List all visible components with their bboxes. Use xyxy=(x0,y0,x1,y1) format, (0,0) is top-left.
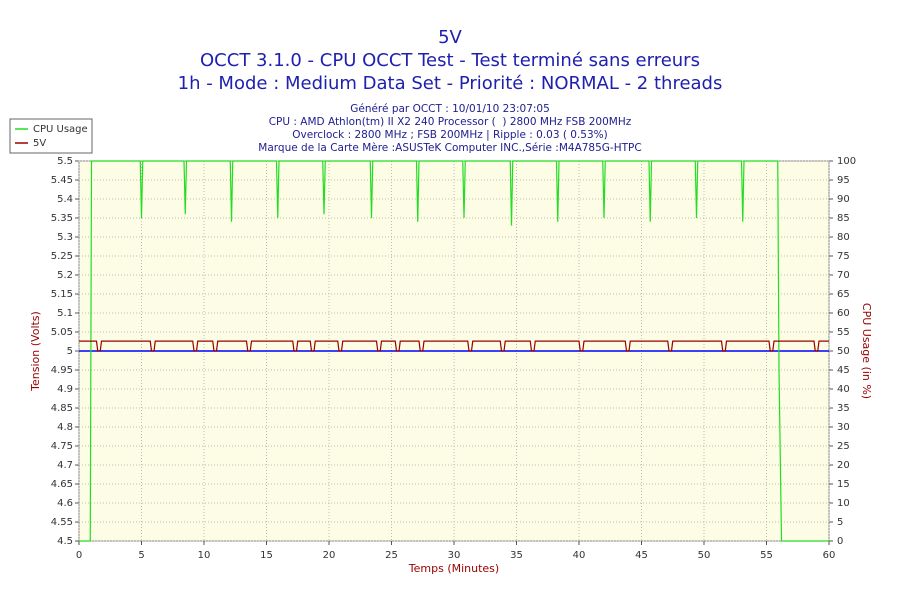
y2-tick-label: 0 xyxy=(837,536,843,547)
x-tick-label: 35 xyxy=(510,550,523,561)
x-tick-label: 30 xyxy=(448,550,461,561)
x-tick-label: 5 xyxy=(138,550,144,561)
y-tick-label: 4.7 xyxy=(57,460,73,471)
info-line: Overclock : 2800 MHz ; FSB 200MHz | Ripp… xyxy=(292,129,607,141)
x-tick-label: 15 xyxy=(260,550,273,561)
y2-tick-label: 75 xyxy=(837,251,850,262)
x-axis-label: Temps (Minutes) xyxy=(408,562,499,575)
y2-axis-label: CPU Usage (in %) xyxy=(860,303,873,399)
y-tick-label: 5.4 xyxy=(57,194,73,205)
y2-tick-label: 65 xyxy=(837,289,850,300)
y-tick-label: 4.85 xyxy=(51,403,73,414)
x-tick-label: 50 xyxy=(698,550,711,561)
x-tick-label: 10 xyxy=(198,550,211,561)
legend-label: 5V xyxy=(33,138,46,149)
legend-label: CPU Usage xyxy=(33,124,88,135)
y-tick-label: 4.8 xyxy=(57,422,73,433)
y-tick-label: 5.2 xyxy=(57,270,73,281)
y2-tick-label: 50 xyxy=(837,346,850,357)
x-tick-label: 20 xyxy=(323,550,336,561)
y2-tick-label: 40 xyxy=(837,384,850,395)
y-tick-label: 4.6 xyxy=(57,498,73,509)
legend xyxy=(9,118,93,154)
y-tick-label: 4.55 xyxy=(51,517,73,528)
y-tick-label: 5.15 xyxy=(51,289,73,300)
y-tick-label: 5.05 xyxy=(51,327,73,338)
chart-title: 5V xyxy=(438,27,462,48)
y-tick-label: 5 xyxy=(67,346,73,357)
y-tick-label: 5.5 xyxy=(57,156,73,167)
y2-tick-label: 10 xyxy=(837,498,850,509)
info-line: CPU : AMD Athlon(tm) II X2 240 Processor… xyxy=(269,116,632,128)
y2-tick-label: 30 xyxy=(837,422,850,433)
x-tick-label: 45 xyxy=(635,550,648,561)
y2-tick-label: 35 xyxy=(837,403,850,414)
x-tick-label: 55 xyxy=(760,550,773,561)
y2-tick-label: 80 xyxy=(837,232,850,243)
info-line: Généré par OCCT : 10/01/10 23:07:05 xyxy=(350,103,550,115)
y2-tick-label: 20 xyxy=(837,460,850,471)
y-tick-label: 5.45 xyxy=(51,175,73,186)
y-tick-label: 5.25 xyxy=(51,251,73,262)
y2-tick-label: 100 xyxy=(837,156,856,167)
y-tick-label: 4.5 xyxy=(57,536,73,547)
y-tick-label: 4.65 xyxy=(51,479,73,490)
y-tick-label: 5.1 xyxy=(57,308,73,319)
x-tick-label: 60 xyxy=(823,550,836,561)
y-tick-label: 4.75 xyxy=(51,441,73,452)
y-tick-label: 4.9 xyxy=(57,384,73,395)
y2-tick-label: 45 xyxy=(837,365,850,376)
y2-tick-label: 25 xyxy=(837,441,850,452)
info-line: Marque de la Carte Mère :ASUSTeK Compute… xyxy=(258,142,641,154)
x-tick-label: 0 xyxy=(76,550,82,561)
y2-tick-label: 70 xyxy=(837,270,850,281)
y2-tick-label: 95 xyxy=(837,175,850,186)
y-tick-label: 4.95 xyxy=(51,365,73,376)
x-tick-label: 25 xyxy=(385,550,398,561)
chart-subtitle: 1h - Mode : Medium Data Set - Priorité :… xyxy=(178,73,723,94)
series-line xyxy=(79,340,829,352)
y2-tick-label: 60 xyxy=(837,308,850,319)
series-line xyxy=(79,160,829,542)
y-axis-label: Tension (Volts) xyxy=(29,311,42,392)
y2-tick-label: 15 xyxy=(837,479,850,490)
y2-tick-label: 90 xyxy=(837,194,850,205)
chart-subtitle: OCCT 3.1.0 - CPU OCCT Test - Test termin… xyxy=(200,50,700,71)
x-tick-label: 40 xyxy=(573,550,586,561)
y-tick-label: 5.3 xyxy=(57,232,73,243)
y-tick-label: 5.35 xyxy=(51,213,73,224)
y2-tick-label: 55 xyxy=(837,327,850,338)
y2-tick-label: 85 xyxy=(837,213,850,224)
y2-tick-label: 5 xyxy=(837,517,843,528)
